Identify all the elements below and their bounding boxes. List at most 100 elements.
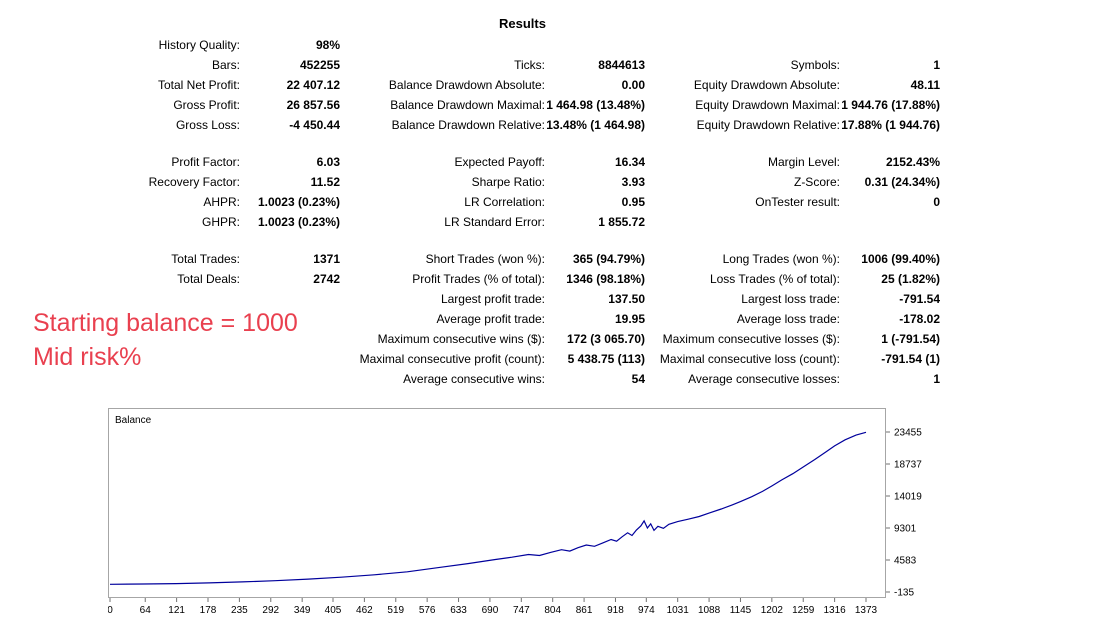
stats-column-1: History Quality: 98% Bars: 452255 Total Net … <box>0 35 340 389</box>
balance-chart[interactable]: 23455 18737 14019 9301 4583 -135 0 64 121 178 235 2… <box>107 408 943 620</box>
stat-value: 11.52 <box>310 175 340 189</box>
annotation-note: Starting balance = 1000 Mid risk% <box>33 306 298 374</box>
stat-label: Maximum consecutive losses ($): <box>662 332 840 346</box>
stat-value: 1006 (99.40%) <box>861 252 940 266</box>
y-axis-label: 23455 <box>894 428 922 439</box>
stat-value: 172 (3 065.70) <box>566 332 645 346</box>
stat-value: 0.95 <box>621 195 645 209</box>
stat-row: History Quality: 98% <box>0 35 340 55</box>
stat-value: 1 944.76 (17.88%) <box>841 98 940 112</box>
balance-chart-svg[interactable]: 23455 18737 14019 9301 4583 -135 0 64 121 178 235 2… <box>107 408 943 620</box>
stat-label: LR Standard Error: <box>444 215 545 229</box>
stat-value: 54 <box>631 372 645 386</box>
stat-row: Largest loss trade: -791.54 <box>645 289 940 309</box>
stat-value: 19.95 <box>614 312 645 326</box>
x-axis-label: 1316 <box>823 605 846 616</box>
stat-row: Total Deals: 2742 <box>0 269 340 289</box>
stat-row: LR Correlation: 0.95 <box>340 192 645 212</box>
x-axis-label: 462 <box>356 605 373 616</box>
y-axis-label: 9301 <box>894 524 917 535</box>
stat-label: Expected Payoff: <box>454 155 545 169</box>
stat-label: Average profit trade: <box>436 312 545 326</box>
page-title: Results <box>499 16 546 31</box>
x-axis-label: 804 <box>544 605 561 616</box>
stat-value: 1 855.72 <box>598 215 645 229</box>
balance-curve <box>109 431 867 585</box>
stat-row: Z-Score: 0.31 (24.34%) <box>645 172 940 192</box>
stat-value: 22 407.12 <box>286 78 340 92</box>
stat-row: Average profit trade: 19.95 <box>340 309 645 329</box>
stat-label: Profit Factor: <box>171 155 240 169</box>
stat-label: Gross Profit: <box>173 98 240 112</box>
stat-value: 5 438.75 (113) <box>567 352 645 366</box>
stat-value: 2742 <box>313 272 340 286</box>
stat-label: Largest profit trade: <box>440 292 545 306</box>
x-axis-label: 1259 <box>792 605 815 616</box>
stat-value: 1346 (98.18%) <box>566 272 645 286</box>
stat-label: Gross Loss: <box>175 118 240 132</box>
stat-row: Average consecutive losses: 1 <box>645 369 940 389</box>
stat-row: Equity Drawdown Absolute: 48.11 <box>645 75 940 95</box>
stat-row: Long Trades (won %): 1006 (99.40%) <box>645 249 940 269</box>
stat-value: 17.88% (1 944.76) <box>841 118 940 132</box>
stat-row: Gross Loss: -4 450.44 <box>0 115 340 135</box>
stat-row: Balance Drawdown Absolute: 0.00 <box>340 75 645 95</box>
x-axis-label: 1202 <box>761 605 784 616</box>
stat-row <box>340 135 645 152</box>
stat-row: GHPR: 1.0023 (0.23%) <box>0 212 340 232</box>
stat-label: Bars: <box>211 58 240 72</box>
chart-plot-border <box>108 408 886 598</box>
chart-legend: Balance <box>113 415 154 426</box>
stat-row: Maximum consecutive losses ($): 1 (-791.5… <box>645 329 940 349</box>
stat-row: Bars: 452255 <box>0 55 340 75</box>
stat-row: OnTester result: 0 <box>645 192 940 212</box>
stat-label: Largest loss trade: <box>741 292 840 306</box>
stat-label: Z-Score: <box>793 175 840 189</box>
stat-row <box>645 212 940 232</box>
stat-label: Maximal consecutive loss (count): <box>659 352 840 366</box>
stats-column-2: Ticks: 8844613 Balance Drawdown Absolute: 0… <box>340 35 645 389</box>
stat-label: Equity Drawdown Relative: <box>696 118 840 132</box>
stat-value: 48.11 <box>910 78 940 92</box>
x-axis-label: 405 <box>325 605 342 616</box>
stat-row: Largest profit trade: 137.50 <box>340 289 645 309</box>
stat-row: Balance Drawdown Maximal: 1 464.98 (13.48… <box>340 95 645 115</box>
stat-value: 1.0023 (0.23%) <box>257 195 340 209</box>
annotation-line2: Mid risk% <box>33 343 142 371</box>
stat-label: Total Deals: <box>177 272 240 286</box>
stat-row: Equity Drawdown Relative: 17.88% (1 944.7… <box>645 115 940 135</box>
stat-row: Equity Drawdown Maximal: 1 944.76 (17.88%… <box>645 95 940 115</box>
x-axis-label: 349 <box>294 605 311 616</box>
stat-row: Profit Factor: 6.03 <box>0 152 340 172</box>
stat-value: 13.48% (1 464.98) <box>546 118 645 132</box>
x-axis-label: 1373 <box>855 605 878 616</box>
stat-label: Average consecutive wins: <box>403 372 545 386</box>
stat-row: Recovery Factor: 11.52 <box>0 172 340 192</box>
stat-label: Balance Drawdown Absolute: <box>388 78 545 92</box>
stat-row: Maximal consecutive loss (count): -791.54… <box>645 349 940 369</box>
x-axis-label: 292 <box>262 605 279 616</box>
stat-value: 8844613 <box>598 58 645 72</box>
stat-value: 365 (94.79%) <box>572 252 645 266</box>
stat-value: 1 <box>933 372 940 386</box>
x-axis-label: 235 <box>231 605 248 616</box>
stat-value: 16.34 <box>614 155 645 169</box>
stat-value: 6.03 <box>316 155 340 169</box>
stat-label: Equity Drawdown Absolute: <box>693 78 840 92</box>
stat-value: -4 450.44 <box>289 118 340 132</box>
stat-value: 1 <box>933 58 940 72</box>
stat-row: Balance Drawdown Relative: 13.48% (1 464.… <box>340 115 645 135</box>
stat-row <box>645 135 940 152</box>
x-axis-label: 121 <box>168 605 185 616</box>
stat-row: Loss Trades (% of total): 25 (1.82%) <box>645 269 940 289</box>
stat-row: Ticks: 8844613 <box>340 55 645 75</box>
stat-label: Recovery Factor: <box>148 175 240 189</box>
stat-value: -791.54 <box>899 292 940 306</box>
x-axis-label: 918 <box>607 605 624 616</box>
stat-label: AHPR: <box>203 195 240 209</box>
stat-label: Sharpe Ratio: <box>471 175 545 189</box>
stat-row: Sharpe Ratio: 3.93 <box>340 172 645 192</box>
x-axis-label: 690 <box>482 605 499 616</box>
stat-label: Ticks: <box>514 58 545 72</box>
x-axis-label: 519 <box>387 605 404 616</box>
